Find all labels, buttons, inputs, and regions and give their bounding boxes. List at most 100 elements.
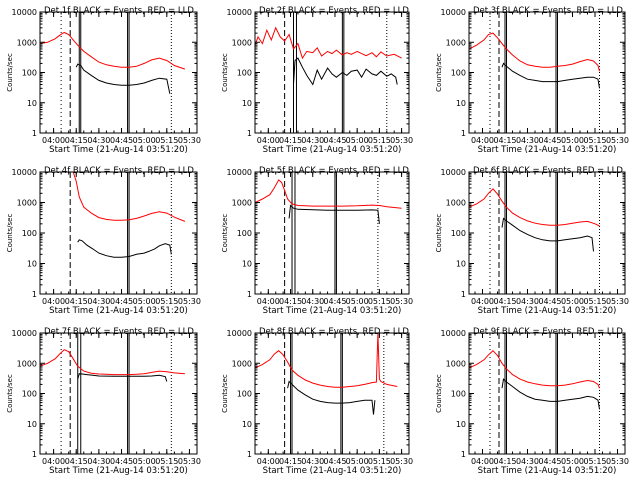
x-tick-label: 05:15 xyxy=(368,457,391,466)
y-axis-label: Counts/sec xyxy=(221,53,229,92)
y-tick-label: 1000 xyxy=(17,38,37,47)
y-axis-label: Counts/sec xyxy=(6,374,14,413)
x-tick-label: 05:00 xyxy=(561,136,584,145)
y-tick-label: 10000 xyxy=(441,329,466,338)
series-events-line xyxy=(293,57,398,86)
panel-3: 1 10 100 1000 10000 04:00 04:15 04:30 04:45 05:00… xyxy=(435,6,629,155)
x-tick-label: 05:00 xyxy=(346,457,369,466)
plot-frame xyxy=(39,171,198,295)
x-tick-label: 05:15 xyxy=(155,297,178,306)
series-lld-line xyxy=(40,349,185,376)
x-tick-label: 05:15 xyxy=(583,136,606,145)
plot-frame xyxy=(39,332,198,455)
x-tick-label: 05:00 xyxy=(133,457,156,466)
y-tick-label: 1 xyxy=(32,129,37,138)
x-tick-label: 05:15 xyxy=(368,136,391,145)
y-tick-label: 10000 xyxy=(227,168,252,177)
x-axis-label: Start Time (21-Aug-14 03:51:20) xyxy=(263,466,402,476)
x-tick-label: 04:30 xyxy=(87,457,110,466)
x-tick-label: 05:30 xyxy=(606,457,629,466)
y-axis-label: Counts/sec xyxy=(6,53,14,92)
y-tick-label: 1 xyxy=(247,450,252,459)
y-tick-label: 10 xyxy=(456,260,466,269)
y-tick-label: 1 xyxy=(32,290,37,299)
x-tick-label: 04:00 xyxy=(471,457,494,466)
panel-4: 1 10 100 1000 10000 04:00 04:15 04:30 04:45 05:00… xyxy=(6,166,201,316)
x-tick-label: 04:45 xyxy=(110,457,133,466)
series-events-line xyxy=(501,378,600,410)
series-lld-line xyxy=(255,333,398,388)
x-tick-label: 04:15 xyxy=(279,297,302,306)
y-axis-label: Counts/sec xyxy=(435,374,443,413)
y-tick-label: 1 xyxy=(247,290,252,299)
x-tick-label: 05:30 xyxy=(606,136,629,145)
y-axis-label: Counts/sec xyxy=(6,214,14,253)
x-tick-label: 05:15 xyxy=(583,297,606,306)
y-tick-label: 10 xyxy=(242,260,252,269)
series-events-line xyxy=(77,239,172,258)
series-lld-line xyxy=(469,188,600,227)
series-events-line xyxy=(501,217,594,252)
x-tick-label: 04:30 xyxy=(87,136,110,145)
series-events-line xyxy=(287,380,376,415)
y-tick-label: 10000 xyxy=(441,168,466,177)
panel-5: 1 10 100 1000 10000 04:00 04:15 04:30 04:45 05:00… xyxy=(221,166,413,316)
panel-title: Det 9f BLACK = Events, RED = LLD xyxy=(473,327,623,337)
x-axis-label: Start Time (21-Aug-14 03:51:20) xyxy=(478,145,617,155)
x-tick-label: 04:15 xyxy=(65,297,88,306)
x-axis-label: Start Time (21-Aug-14 03:51:20) xyxy=(478,306,617,316)
panel-title: Det 6f BLACK = Events, RED = LLD xyxy=(473,166,623,176)
x-axis-label: Start Time (21-Aug-14 03:51:20) xyxy=(49,145,188,155)
x-tick-label: 05:30 xyxy=(390,297,413,306)
panel-8: 1 10 100 1000 10000 04:00 04:15 04:30 04:45 05:00… xyxy=(221,327,413,476)
plot-frame xyxy=(468,11,626,134)
series-lld-line xyxy=(255,179,402,209)
x-axis-label: Start Time (21-Aug-14 03:51:20) xyxy=(478,466,617,476)
plot-frame xyxy=(39,11,198,134)
x-tick-label: 04:30 xyxy=(516,136,539,145)
y-tick-label: 10000 xyxy=(12,168,37,177)
x-tick-label: 04:00 xyxy=(42,136,65,145)
y-tick-label: 1 xyxy=(461,290,466,299)
panel-title: Det 1f BLACK = Events, RED = LLD xyxy=(44,6,194,16)
y-tick-label: 10000 xyxy=(227,329,252,338)
series-events-line xyxy=(75,63,171,94)
y-tick-label: 1000 xyxy=(446,38,466,47)
y-tick-label: 100 xyxy=(22,390,37,399)
series-lld-line xyxy=(255,26,402,60)
y-tick-label: 1000 xyxy=(446,199,466,208)
y-tick-label: 100 xyxy=(237,229,252,238)
series-events-line xyxy=(288,204,380,224)
y-tick-label: 10 xyxy=(27,99,37,108)
y-tick-label: 1000 xyxy=(446,359,466,368)
y-tick-label: 10 xyxy=(27,260,37,269)
x-tick-label: 04:00 xyxy=(257,297,280,306)
x-tick-label: 04:45 xyxy=(323,297,346,306)
panel-title: Det 3f BLACK = Events, RED = LLD xyxy=(473,6,623,16)
x-tick-label: 04:30 xyxy=(301,297,324,306)
x-tick-label: 05:00 xyxy=(561,457,584,466)
x-tick-label: 04:45 xyxy=(538,297,561,306)
x-tick-label: 04:00 xyxy=(42,297,65,306)
y-tick-label: 1 xyxy=(32,450,37,459)
x-tick-label: 05:00 xyxy=(346,136,369,145)
x-tick-label: 05:30 xyxy=(606,297,629,306)
x-tick-label: 04:00 xyxy=(42,457,65,466)
x-tick-label: 04:45 xyxy=(110,136,133,145)
y-tick-label: 1 xyxy=(461,129,466,138)
x-tick-label: 04:30 xyxy=(301,136,324,145)
series-lld-line xyxy=(469,32,600,72)
x-tick-label: 05:00 xyxy=(346,297,369,306)
panel-title: Det 7f BLACK = Events, RED = LLD xyxy=(44,327,194,337)
x-tick-label: 04:30 xyxy=(516,457,539,466)
series-lld-line xyxy=(40,31,186,70)
panel-title: Det 4f BLACK = Events, RED = LLD xyxy=(44,166,194,176)
panel-7: 1 10 100 1000 10000 04:00 04:15 04:30 04:45 05:00… xyxy=(6,327,201,476)
series-events-line xyxy=(77,373,168,382)
x-tick-label: 04:30 xyxy=(516,297,539,306)
x-tick-label: 05:30 xyxy=(178,457,201,466)
x-tick-label: 04:45 xyxy=(323,457,346,466)
y-tick-label: 10000 xyxy=(12,8,37,17)
